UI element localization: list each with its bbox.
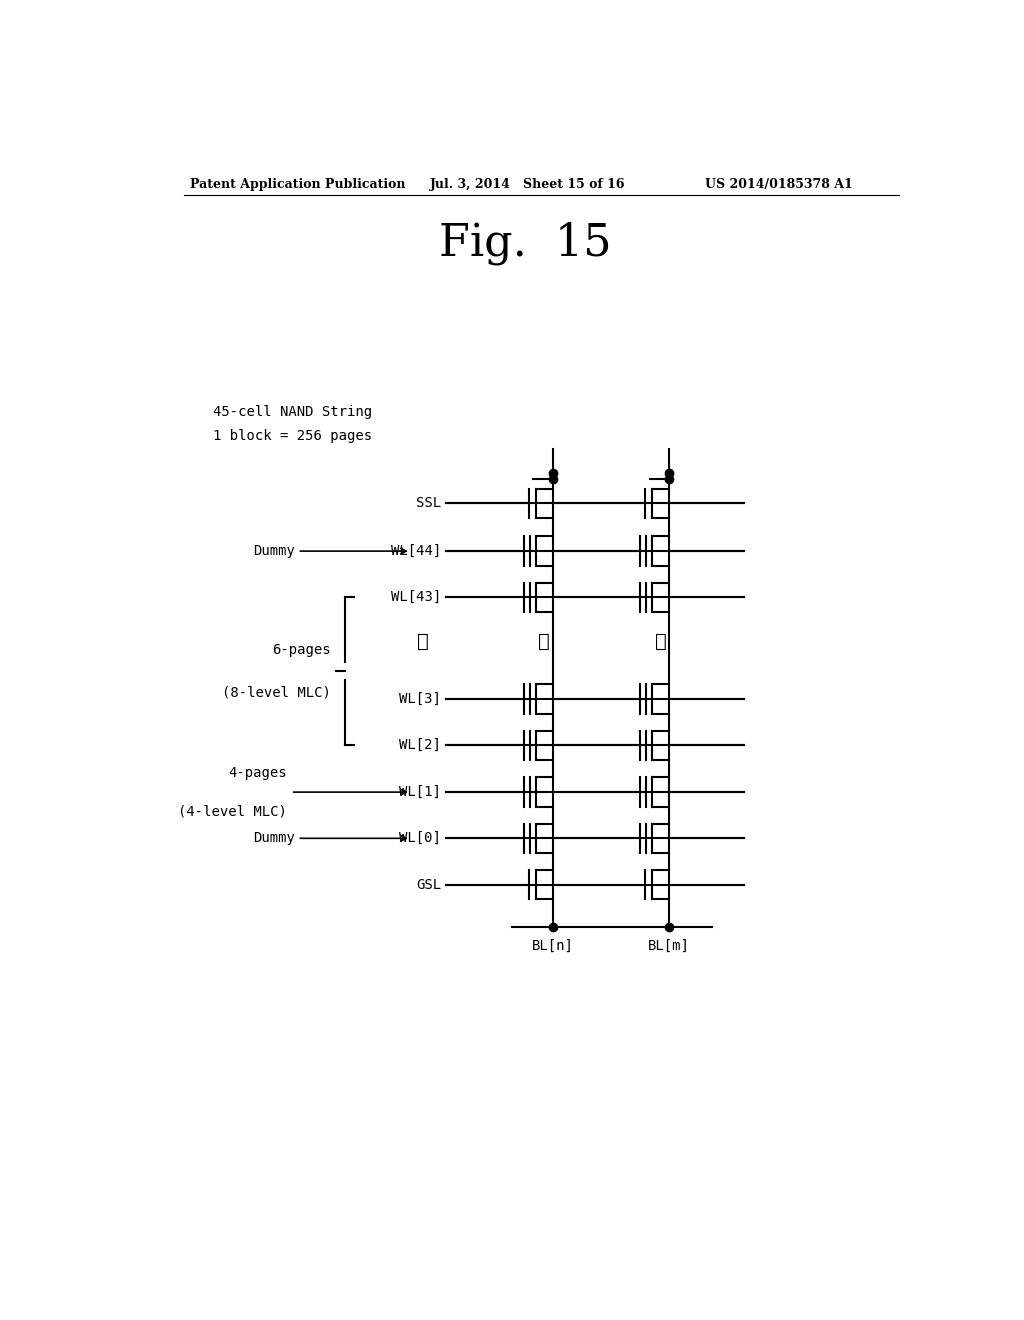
- Text: WL[2]: WL[2]: [399, 738, 441, 752]
- Text: 1 block = 256 pages: 1 block = 256 pages: [213, 429, 373, 444]
- Text: ⋮: ⋮: [417, 632, 428, 651]
- Text: BL[m]: BL[m]: [648, 939, 690, 953]
- Text: GSL: GSL: [416, 878, 441, 891]
- Text: BL[n]: BL[n]: [531, 939, 573, 953]
- Text: Patent Application Publication: Patent Application Publication: [190, 178, 406, 190]
- Text: (4-level MLC): (4-level MLC): [178, 804, 287, 818]
- Text: 45-cell NAND String: 45-cell NAND String: [213, 405, 373, 418]
- Text: WL[3]: WL[3]: [399, 692, 441, 706]
- Text: 4-pages: 4-pages: [228, 766, 287, 780]
- Text: (8-level MLC): (8-level MLC): [222, 685, 331, 700]
- Text: Jul. 3, 2014   Sheet 15 of 16: Jul. 3, 2014 Sheet 15 of 16: [430, 178, 626, 190]
- Text: ⋮: ⋮: [539, 632, 550, 651]
- Text: WL[43]: WL[43]: [391, 590, 441, 605]
- Text: Fig.  15: Fig. 15: [438, 222, 611, 265]
- Text: Dummy: Dummy: [253, 544, 407, 558]
- Text: SSL: SSL: [416, 496, 441, 511]
- Text: WL[44]: WL[44]: [391, 544, 441, 558]
- Text: WL[0]: WL[0]: [399, 832, 441, 845]
- Text: Dummy: Dummy: [253, 832, 407, 845]
- Text: WL[1]: WL[1]: [399, 785, 441, 799]
- Text: 6-pages: 6-pages: [272, 643, 331, 657]
- Text: ⋮: ⋮: [654, 632, 667, 651]
- Text: US 2014/0185378 A1: US 2014/0185378 A1: [706, 178, 853, 190]
